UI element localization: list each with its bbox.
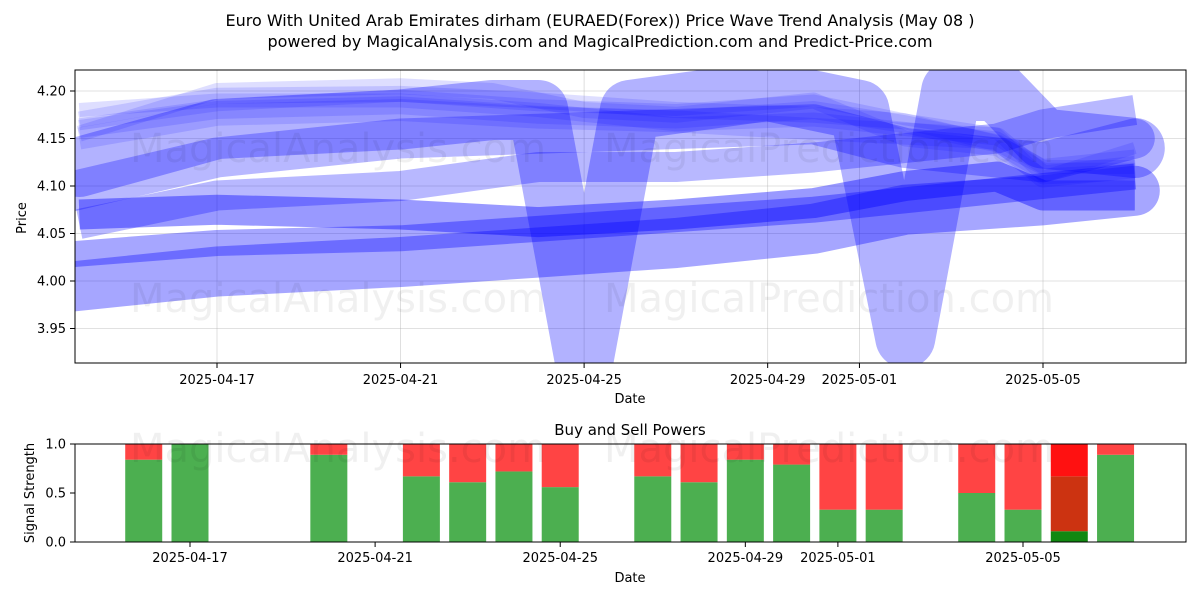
- sell-bar: [865, 444, 903, 510]
- sell-bar: [1004, 444, 1042, 510]
- price-x-label: Date: [614, 392, 645, 407]
- sell-bar: [402, 444, 440, 477]
- wave-band-6: [78, 89, 1137, 183]
- sell-bar: [680, 444, 718, 483]
- sell-bar: [634, 444, 672, 477]
- power-x-tick-label: 2025-04-25: [522, 551, 598, 566]
- power-chart: Buy and Sell Powers 2025-04-17 2025-04-21…: [23, 421, 1187, 586]
- buy-bar: [819, 509, 857, 542]
- sell-bar: [541, 444, 579, 488]
- wave-band-4: [78, 96, 1135, 181]
- sell-bar: [495, 444, 533, 472]
- price-y-ticks: 3.95 4.00 4.05 4.10 4.15 4.20: [37, 85, 75, 337]
- watermark-analysis-1: MagicalAnalysis.com: [130, 126, 546, 172]
- sell-bar: [819, 444, 857, 510]
- sell-bar: [1097, 444, 1135, 455]
- price-y-tick-label: 3.95: [37, 322, 66, 337]
- price-x-tick-label: 2025-04-21: [363, 373, 439, 388]
- watermarks: MagicalAnalysis.com MagicalPrediction.co…: [130, 126, 1054, 472]
- price-y-label: Price: [15, 202, 30, 234]
- power-plot-frame: [74, 443, 1187, 543]
- power-x-tick-label: 2025-04-17: [152, 551, 228, 566]
- power-y-tick-label: 1.0: [45, 438, 66, 453]
- wave-band-9: [75, 70, 1165, 363]
- price-x-tick-label: 2025-04-17: [179, 373, 255, 388]
- price-x-tick-label: 2025-05-01: [822, 373, 898, 388]
- power-plot-area: [75, 444, 1186, 542]
- price-y-tick-label: 4.10: [37, 180, 66, 195]
- chart-subtitle: powered by MagicalAnalysis.com and Magic…: [267, 32, 932, 51]
- price-y-tick-label: 4.15: [37, 132, 66, 147]
- buy-bar: [1050, 531, 1088, 542]
- buy-bar: [125, 459, 163, 542]
- buy-bar: [495, 471, 533, 542]
- wave-band-1: [77, 85, 1136, 175]
- power-y-label: Signal Strength: [23, 443, 38, 543]
- price-x-tick-label: 2025-05-05: [1005, 373, 1081, 388]
- power-x-tick-label: 2025-05-01: [800, 551, 876, 566]
- price-x-tick-label: 2025-04-29: [730, 373, 806, 388]
- wave-band-2: [77, 99, 1136, 188]
- buy-bar: [680, 482, 718, 542]
- watermark-prediction-2: MagicalPrediction.com: [604, 276, 1054, 322]
- buy-bar: [634, 476, 672, 542]
- price-grid: [75, 70, 1186, 363]
- wave-band-7: [76, 95, 1138, 239]
- buy-bar: [1004, 509, 1042, 542]
- price-chart: 2025-04-17 2025-04-21 2025-04-25 2025-04-29…: [15, 69, 1187, 407]
- buy-bar: [449, 482, 487, 542]
- watermark-analysis-2: MagicalAnalysis.com: [130, 276, 546, 322]
- sell-bar: [726, 444, 764, 460]
- power-x-tick-label: 2025-04-29: [708, 551, 784, 566]
- sell-bar: [310, 444, 348, 455]
- wave-band-11: [75, 165, 1160, 312]
- sell-bar: [773, 444, 811, 465]
- wave-band-3: [78, 93, 1135, 174]
- wave-band-8: [75, 104, 1155, 212]
- price-plot-frame: [74, 69, 1187, 364]
- buy-bar: [171, 444, 209, 542]
- price-waves: [75, 70, 1165, 363]
- price-plot-area: [75, 70, 1186, 363]
- buy-bar: [773, 464, 811, 542]
- price-x-tick-label: 2025-04-25: [546, 373, 622, 388]
- buy-bar: [541, 487, 579, 542]
- power-bars: [125, 444, 1135, 542]
- chart-title: Euro With United Arab Emirates dirham (E…: [225, 11, 974, 30]
- buy-bar: [402, 476, 440, 542]
- price-y-tick-label: 4.20: [37, 85, 66, 100]
- buy-bar: [958, 493, 996, 542]
- watermark-prediction-3: MagicalPrediction.com: [604, 426, 1054, 472]
- sell-bar: [1050, 476, 1088, 532]
- sell-bar: [958, 444, 996, 493]
- buy-bar: [310, 454, 348, 542]
- wave-band-5: [76, 78, 1136, 185]
- buy-bar: [1097, 454, 1135, 542]
- sell-bar: [1050, 444, 1088, 477]
- watermark-prediction-1: MagicalPrediction.com: [604, 126, 1054, 172]
- power-y-tick-label: 0.5: [45, 487, 66, 502]
- buy-bar: [726, 459, 764, 542]
- price-x-ticks: 2025-04-17 2025-04-21 2025-04-25 2025-04-29…: [179, 363, 1081, 388]
- power-x-label: Date: [614, 571, 645, 586]
- price-y-tick-label: 4.05: [37, 227, 66, 242]
- watermark-analysis-3: MagicalAnalysis.com: [130, 426, 546, 472]
- power-y-ticks: 0.0 0.5 1.0: [45, 438, 75, 551]
- sell-bar: [125, 444, 163, 460]
- power-y-tick-label: 0.0: [45, 536, 66, 551]
- power-x-ticks: 2025-04-17 2025-04-21 2025-04-25 2025-04-29…: [152, 542, 1061, 566]
- power-x-tick-label: 2025-04-21: [337, 551, 413, 566]
- wave-band-12: [75, 163, 1137, 268]
- wave-band-10: [78, 161, 1135, 238]
- sell-bar: [449, 444, 487, 483]
- buy-bar: [865, 509, 903, 542]
- power-chart-title: Buy and Sell Powers: [554, 421, 706, 439]
- price-y-tick-label: 4.00: [37, 275, 66, 290]
- power-x-tick-label: 2025-05-05: [985, 551, 1061, 566]
